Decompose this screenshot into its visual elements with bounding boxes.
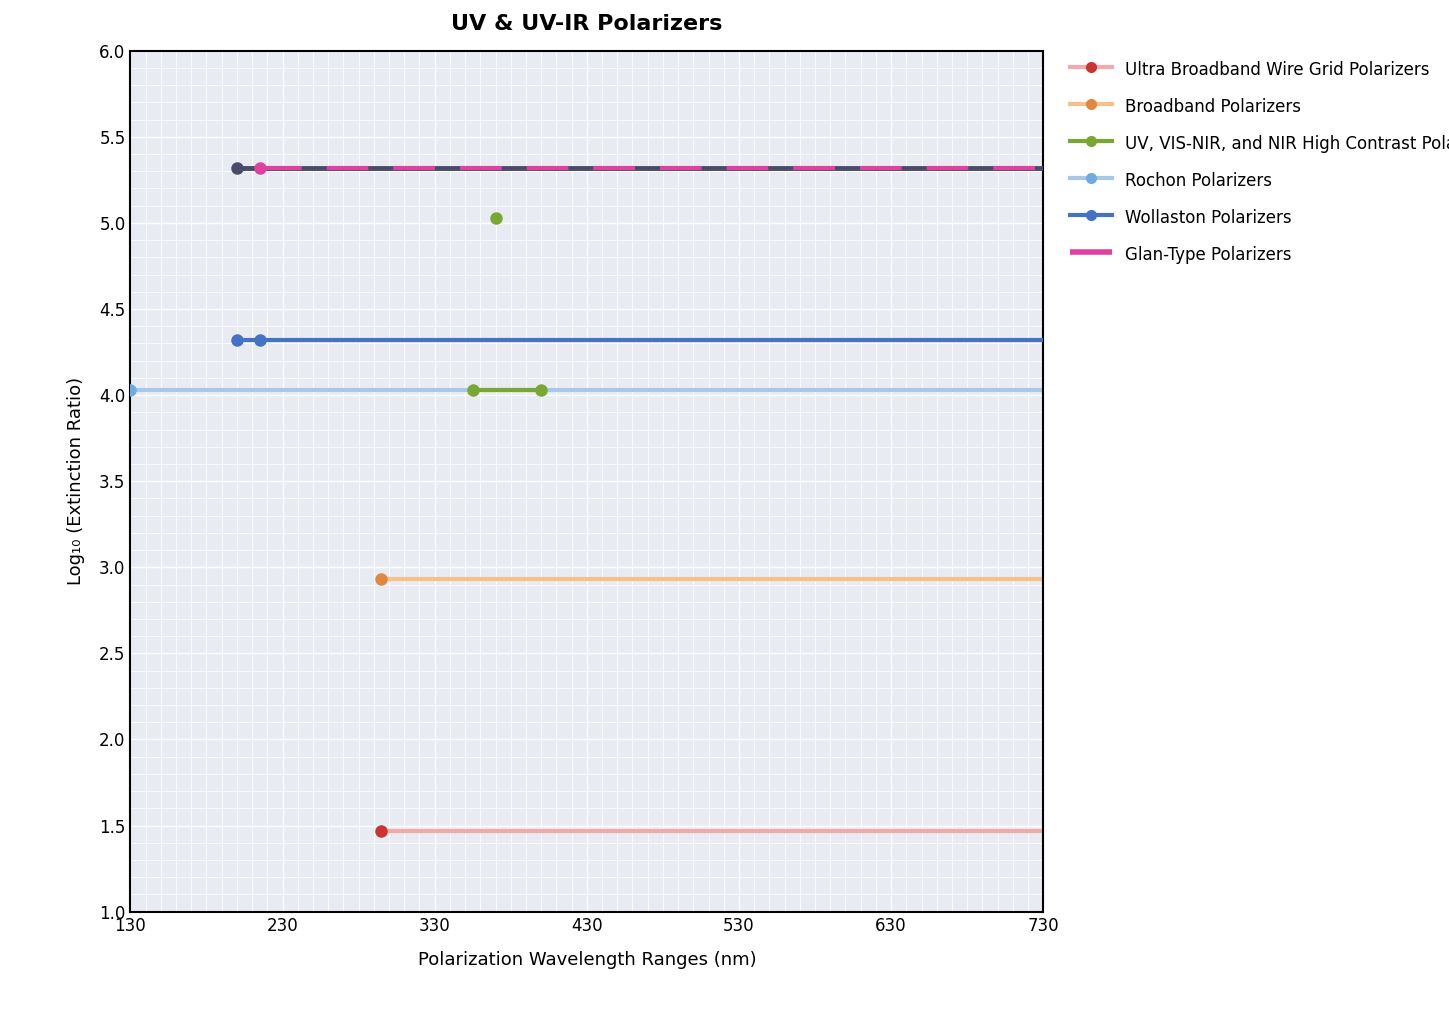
Y-axis label: Log₁₀ (Extinction Ratio): Log₁₀ (Extinction Ratio) — [67, 377, 85, 586]
Legend: Ultra Broadband Wire Grid Polarizers, Broadband Polarizers, UV, VIS-NIR, and NIR: Ultra Broadband Wire Grid Polarizers, Br… — [1069, 59, 1449, 264]
X-axis label: Polarization Wavelength Ranges (nm): Polarization Wavelength Ranges (nm) — [417, 951, 756, 969]
Title: UV & UV-IR Polarizers: UV & UV-IR Polarizers — [451, 14, 723, 33]
